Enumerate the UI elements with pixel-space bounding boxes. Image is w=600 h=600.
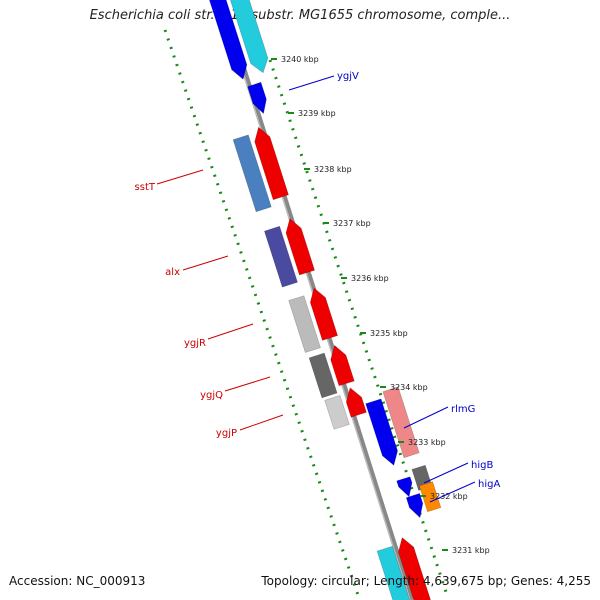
label-leader-line	[423, 462, 469, 484]
label-leader-line	[429, 481, 476, 503]
tick-label: 3236 kbp	[351, 274, 389, 283]
tick-label: 3240 kbp	[281, 55, 319, 64]
gene-top-blue	[209, 0, 248, 80]
topology-text: Topology: circular; Length: 4,639,675 bp…	[261, 574, 591, 588]
tick-label: 3239 kbp	[298, 109, 336, 118]
tick-label: 3232 kbp	[430, 492, 468, 501]
left-dotline	[163, 29, 360, 596]
gene-higa-box	[418, 481, 442, 513]
gene-ygjp-box	[324, 395, 350, 430]
gene-labels: ygjV sstT alx ygjR ygjQ ygjP rlmG higB higA	[135, 71, 500, 503]
gene-higa	[405, 493, 424, 519]
gene-label-sstT: sstT	[135, 182, 156, 193]
label-leader-line	[156, 169, 204, 185]
gene-ygjv	[247, 81, 267, 115]
tick-label: 3234 kbp	[390, 383, 428, 392]
gene-bottom-cyan	[376, 545, 410, 600]
gene-top-cyan	[230, 0, 269, 74]
label-leader-line	[403, 406, 449, 429]
gene-rlmg-box	[382, 386, 420, 459]
gene-label-ygjP: ygjP	[216, 428, 237, 439]
gene-label-higB: higB	[471, 460, 493, 471]
kbp-ticks: 3240 kbp 3239 kbp 3238 kbp 3237 kbp 3236 kbp…	[271, 55, 490, 555]
gene-ygjr-box	[288, 295, 321, 353]
tick-label: 3231 kbp	[452, 546, 490, 555]
gene-label-rlmG: rlmG	[451, 404, 475, 415]
gene-ygjq	[330, 344, 355, 387]
map-title: Escherichia coli str. K-12 substr. MG165…	[89, 8, 511, 23]
label-leader-line	[182, 255, 229, 271]
gene-label-ygjV: ygjV	[337, 71, 359, 82]
tick-label: 3238 kbp	[314, 165, 352, 174]
label-leader-line	[207, 323, 254, 340]
label-leader-line	[224, 376, 271, 392]
gene-bottom-red	[398, 537, 431, 600]
gene-label-alx: alx	[165, 267, 180, 278]
accession-text: Accession: NC_000913	[9, 574, 146, 588]
gene-ygjp	[345, 387, 367, 418]
gene-alx	[285, 218, 315, 276]
tick-label: 3237 kbp	[333, 219, 371, 228]
gene-sstt-box	[232, 134, 272, 213]
gene-higb	[396, 476, 413, 498]
gene-ygjr	[309, 287, 338, 341]
gene-alx-box	[264, 225, 298, 288]
gene-sstt	[254, 126, 289, 201]
gene-label-ygjQ: ygjQ	[200, 390, 223, 401]
tick-label: 3233 kbp	[408, 438, 446, 447]
gene-label-higA: higA	[478, 479, 500, 490]
gene-rlmg	[365, 398, 398, 466]
gene-ygjq-box	[308, 352, 338, 399]
gene-features	[209, 0, 442, 600]
label-leader-line	[239, 414, 284, 431]
tick-label: 3235 kbp	[370, 329, 408, 338]
label-leader-line	[288, 75, 335, 91]
gene-label-ygjR: ygjR	[184, 338, 206, 349]
